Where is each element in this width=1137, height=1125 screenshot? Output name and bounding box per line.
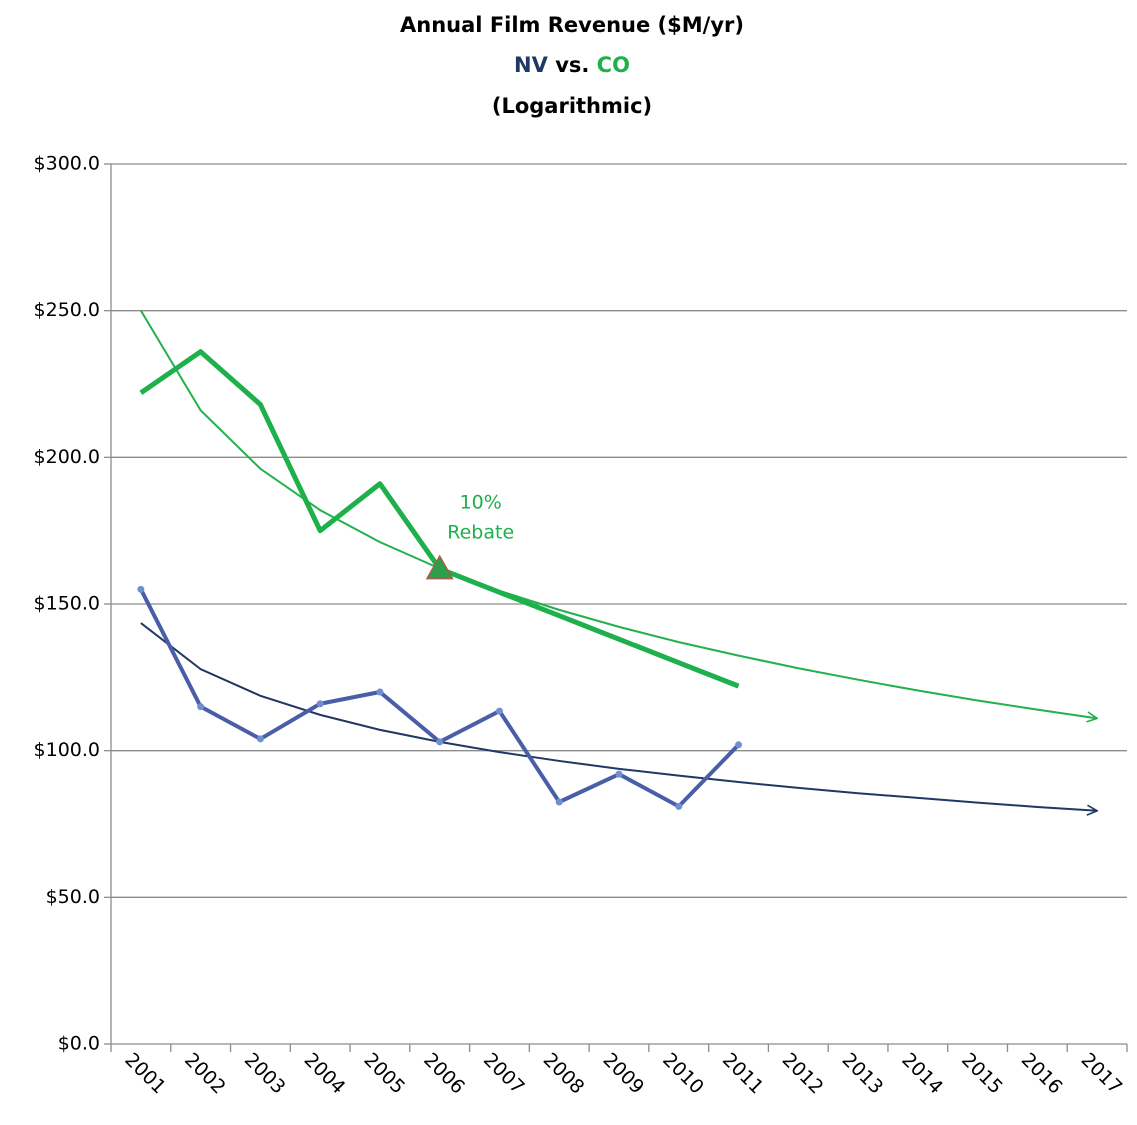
series-line [139, 588, 740, 809]
y-tick-label: $0.0 [58, 1033, 100, 1055]
x-tick-label: 2013 [838, 1049, 888, 1099]
x-tick-label: 2001 [120, 1049, 170, 1099]
point [376, 688, 384, 696]
x-tick-label: 2004 [300, 1049, 350, 1099]
chart-note: (Logarithmic) [492, 94, 652, 118]
chart-title: Annual Film Revenue ($M/yr) [400, 13, 744, 37]
x-tick-label: 2017 [1077, 1049, 1127, 1099]
point [615, 770, 623, 778]
point [197, 703, 205, 711]
trend-line [140, 622, 1097, 811]
annotation-marker [425, 554, 454, 580]
x-tick-label: 2015 [957, 1049, 1007, 1099]
versus: vs. [555, 53, 589, 77]
annotation-text: 10% [460, 491, 502, 513]
co-name: CO [597, 53, 630, 77]
x-tick-label: 2016 [1017, 1049, 1067, 1099]
x-tick-label: 2007 [479, 1049, 529, 1099]
point [555, 798, 563, 806]
x-tick-label: 2003 [240, 1049, 290, 1099]
x-tick-label: 2011 [718, 1049, 768, 1099]
y-tick-label: $100.0 [34, 739, 100, 761]
x-tick-label: 2002 [180, 1049, 230, 1099]
y-tick-label: $50.0 [46, 886, 100, 908]
annotation-text: Rebate [447, 521, 514, 543]
y-tick-label: $250.0 [34, 299, 100, 321]
x-tick-label: 2010 [658, 1049, 708, 1099]
x-tick-label: 2012 [778, 1049, 828, 1099]
x-tick-label: 2014 [897, 1049, 947, 1099]
point [316, 700, 324, 708]
point [436, 738, 444, 746]
series-line [139, 349, 740, 689]
point [495, 707, 503, 715]
y-tick-label: $300.0 [34, 153, 100, 175]
y-tick-label: $200.0 [34, 446, 100, 468]
x-tick-label: 2008 [539, 1049, 589, 1099]
point [137, 585, 145, 593]
chart-subtitle: NV vs. CO [514, 53, 630, 77]
y-tick-label: $150.0 [34, 593, 100, 615]
point [256, 735, 264, 743]
trend-line [140, 310, 1097, 719]
x-tick-label: 2005 [359, 1049, 409, 1099]
point [675, 802, 683, 810]
nv-name: NV [514, 53, 549, 77]
x-tick-label: 2006 [419, 1049, 469, 1099]
x-tick-label: 2009 [598, 1049, 648, 1099]
point [735, 741, 743, 749]
